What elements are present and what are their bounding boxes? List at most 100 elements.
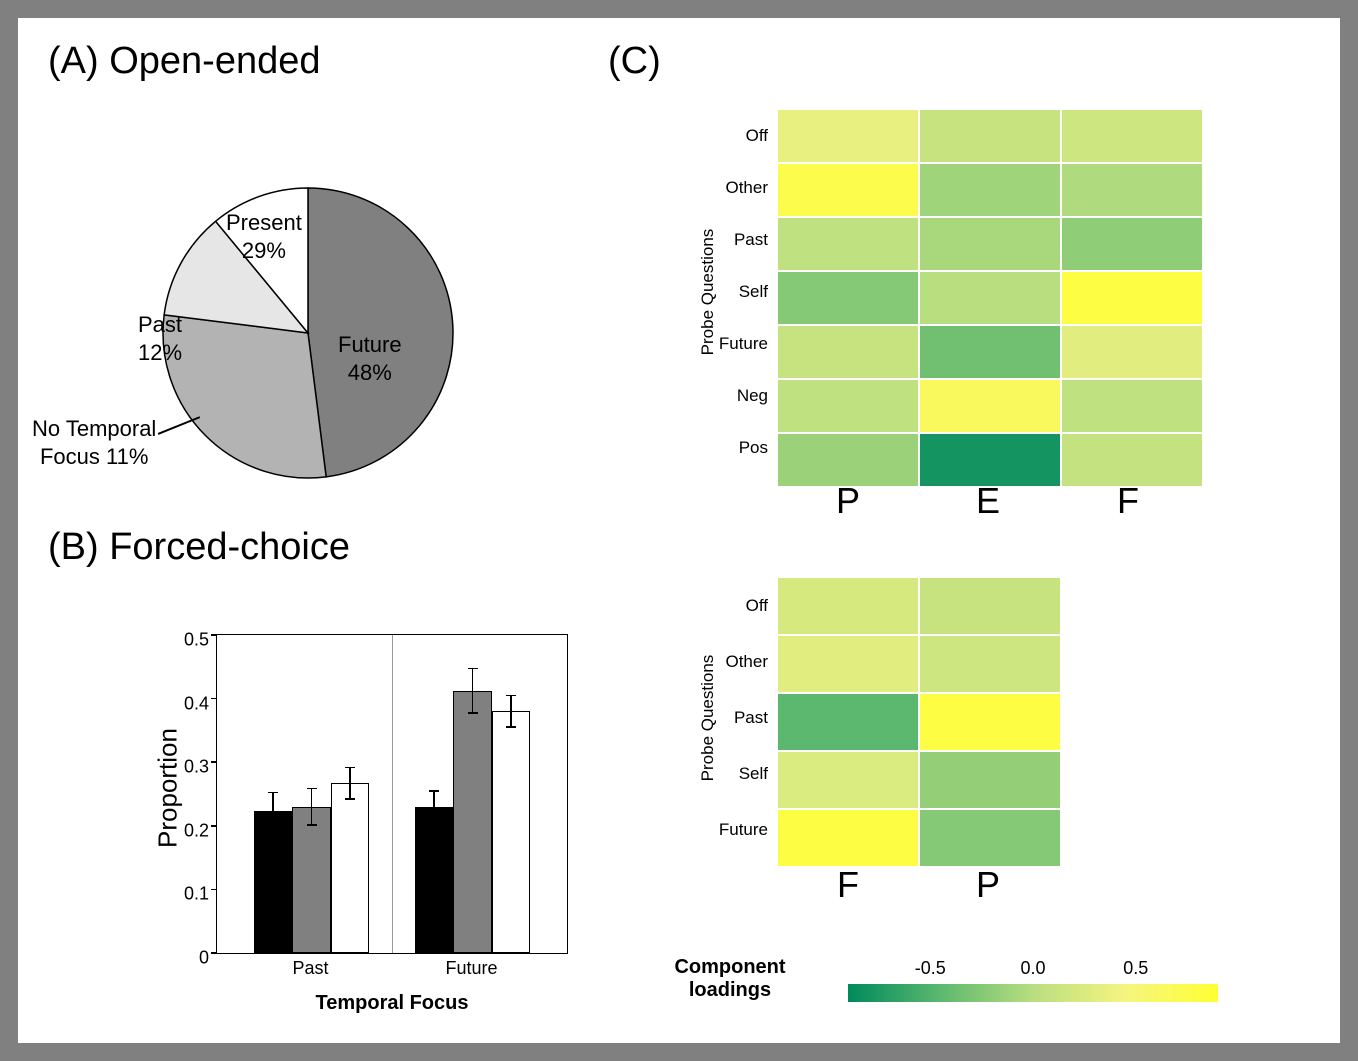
error-bar (472, 669, 474, 714)
heatmap-col-label: F (1117, 480, 1139, 522)
heatmap-cell (920, 164, 1060, 216)
pie-chart: Future48%Present29%Past12%No TemporalFoc… (148, 173, 468, 493)
error-bar (272, 793, 274, 830)
ytick-label: 0.3 (157, 757, 209, 768)
error-cap (345, 767, 355, 769)
bar-xlabel: Temporal Focus (216, 992, 568, 1015)
error-cap (345, 798, 355, 800)
error-cap (307, 824, 317, 826)
bar (415, 807, 454, 953)
heatmap-cell (920, 380, 1060, 432)
error-cap (429, 790, 439, 792)
error-cap (268, 829, 278, 831)
heatmap-cell (1062, 110, 1202, 162)
heatmap-cell (920, 694, 1060, 750)
heatmap-cell (920, 272, 1060, 324)
heatmap-row-label: Off (708, 126, 768, 146)
bar (331, 783, 370, 953)
heatmap-col-label: E (976, 480, 1000, 522)
heatmap-cell (920, 218, 1060, 270)
heatmap-cell (778, 380, 918, 432)
heatmap-cell (778, 578, 918, 634)
scale-title: Componentloadings (640, 956, 820, 1002)
heatmap-cell (1062, 218, 1202, 270)
heatmap-cell (920, 326, 1060, 378)
figure-page: (A) Open-ended (B) Forced-choice (C) Fut… (18, 18, 1340, 1043)
color-scale: Componentloadings-0.50.00.5 (640, 956, 1238, 1016)
ytick-label: 0.1 (157, 884, 209, 895)
bar-chart: Proportion 00.10.20.30.40.5 Temporal Foc… (98, 608, 608, 1038)
heatmap-cell (778, 810, 918, 866)
heatmap-cell (1062, 326, 1202, 378)
ytick-mark (211, 889, 217, 891)
pie-slice-present (163, 315, 326, 478)
heatmap-ylabel: Probe Questions (698, 648, 718, 788)
error-cap (468, 668, 478, 670)
heatmap-cell (920, 752, 1060, 808)
bar (254, 811, 293, 953)
bar (453, 691, 492, 953)
heatmap-col-label: F (837, 864, 859, 906)
bar (292, 807, 331, 953)
ytick-mark (211, 634, 217, 636)
heatmap-cell (1062, 434, 1202, 486)
heatmap-cell (778, 752, 918, 808)
heatmap-cell (778, 164, 918, 216)
heatmap-cell (778, 434, 918, 486)
heatmap-cell (778, 694, 918, 750)
heatmap-cell (778, 636, 918, 692)
pie-label-no-temporal-focus: No TemporalFocus 11% (32, 415, 156, 470)
bar (492, 711, 531, 953)
pie-label-present: Present29% (226, 209, 302, 264)
ytick-label: 0.2 (157, 820, 209, 831)
pie-label-past: Past12% (138, 311, 182, 366)
heatmap-cell (920, 110, 1060, 162)
heatmap-cell (920, 578, 1060, 634)
heatmap-cell (1062, 272, 1202, 324)
pie-svg (148, 173, 468, 493)
ytick-label: 0.5 (157, 630, 209, 641)
bar-group-label: Future (445, 958, 497, 979)
heatmap-ylabel: Probe Questions (698, 222, 718, 362)
error-bar (433, 791, 435, 823)
heatmap-cell (920, 636, 1060, 692)
heatmap-row-label: Other (708, 178, 768, 198)
error-cap (506, 695, 516, 697)
panel-b-label: (B) Forced-choice (48, 526, 350, 569)
ytick-mark (211, 952, 217, 954)
error-bar (510, 695, 512, 727)
error-bar (349, 767, 351, 799)
bar-group-divider (392, 635, 393, 953)
error-cap (506, 726, 516, 728)
heatmap-cell (778, 326, 918, 378)
heatmap-top: OffOtherPastSelfFutureNegPosProbe Questi… (778, 110, 1318, 534)
error-bar (311, 788, 313, 825)
heatmap-col-label: P (836, 480, 860, 522)
heatmap-grid (778, 578, 1060, 866)
heatmap-row-label: Off (708, 596, 768, 616)
heatmap-cell (778, 110, 918, 162)
heatmap-cell (1062, 164, 1202, 216)
error-cap (429, 822, 439, 824)
heatmap-cell (1062, 380, 1202, 432)
error-cap (468, 712, 478, 714)
ytick-mark (211, 698, 217, 700)
scale-bar (848, 984, 1218, 1002)
heatmap-col-label: P (976, 864, 1000, 906)
error-cap (268, 792, 278, 794)
pie-label-future: Future48% (338, 331, 402, 386)
heatmap-bottom: OffOtherPastSelfFutureProbe QuestionsFP (778, 578, 1178, 918)
heatmap-grid (778, 110, 1202, 486)
scale-tick-label: -0.5 (915, 958, 946, 979)
bar-plot-area: 00.10.20.30.40.5 (216, 634, 568, 954)
ytick-label: 0 (157, 948, 209, 959)
panel-a-label: (A) Open-ended (48, 40, 321, 83)
heatmap-row-label: Pos (708, 438, 768, 458)
bar-group-label: Past (292, 958, 328, 979)
ytick-mark (211, 825, 217, 827)
scale-tick-label: 0.5 (1123, 958, 1148, 979)
panel-c-label: (C) (608, 40, 661, 83)
heatmap-cell (778, 272, 918, 324)
heatmap-cell (778, 218, 918, 270)
heatmap-row-label: Neg (708, 386, 768, 406)
